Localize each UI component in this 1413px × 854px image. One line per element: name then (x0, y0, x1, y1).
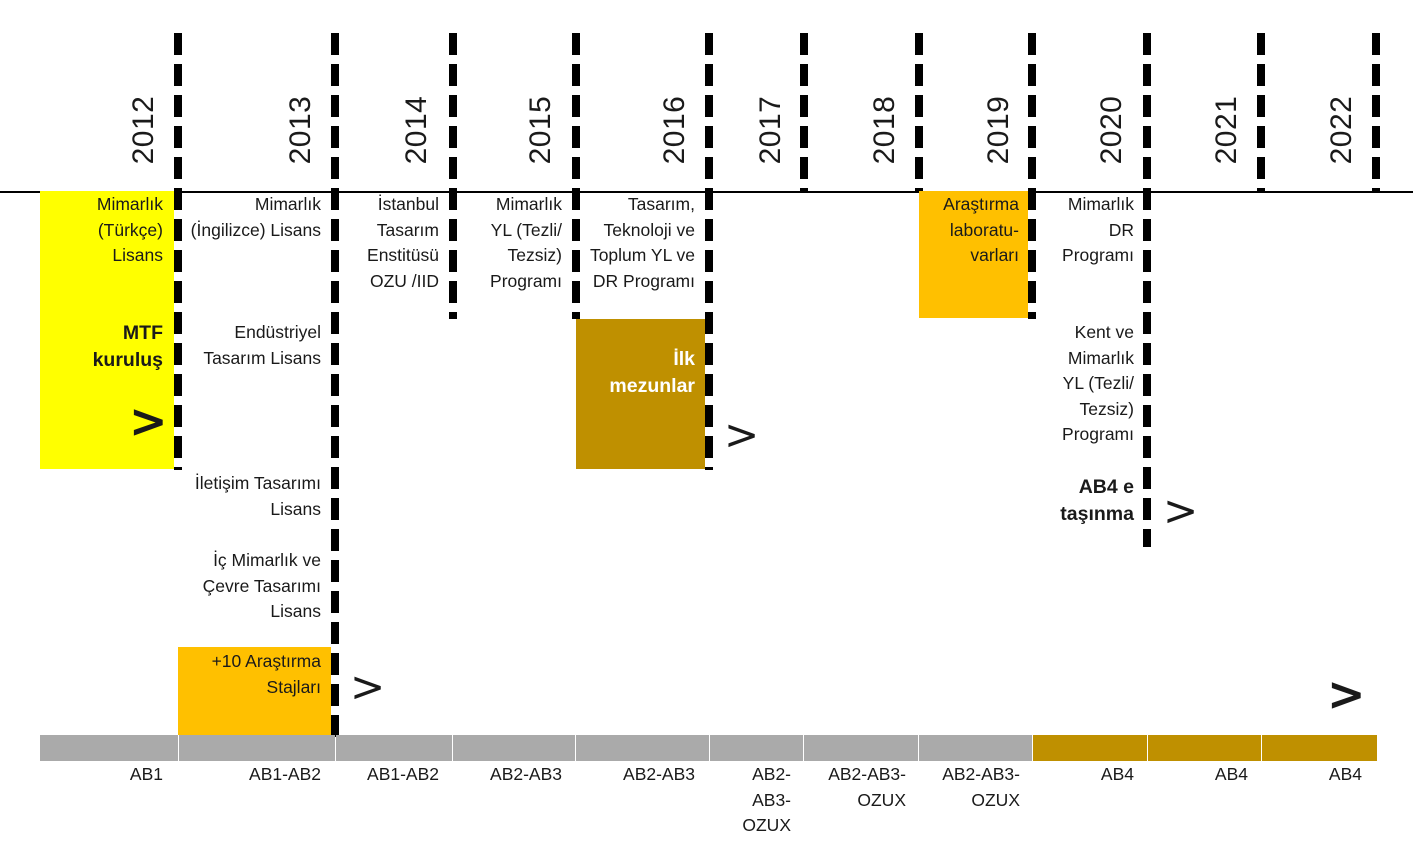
chevron-right-icon: > (1327, 667, 1366, 721)
year-label-2013: 2013 (284, 95, 317, 165)
dashed-divider-2015 (572, 33, 580, 319)
building-label-2022: AB4 (1328, 764, 1362, 784)
year-label-2017: 2017 (754, 95, 787, 165)
event-2016-first-graduates: İlk mezunlar (609, 348, 695, 397)
event-2020-urban-masters: Kent ve Mimarlık YL (Tezli/ Tezsiz) Prog… (1062, 322, 1134, 444)
year-label-2018: 2018 (868, 95, 901, 165)
box-2013-internships (178, 647, 331, 735)
dashed-divider-2014 (449, 33, 457, 319)
chevron-right-icon: > (1163, 486, 1199, 535)
building-bar-2017 (710, 735, 803, 761)
event-2013-interior-architecture: İç Mimarlık ve Çevre Tasarımı Lisans (202, 550, 321, 621)
year-label-2014: 2014 (400, 95, 433, 165)
building-label-2015: AB2-AB3 (490, 764, 562, 784)
event-2020-phd: Mimarlık DR Programı (1062, 194, 1134, 265)
building-bar-2013 (179, 735, 335, 761)
building-label-2014: AB1-AB2 (367, 764, 439, 784)
building-label-2020: AB4 (1100, 764, 1134, 784)
event-2013-communication-design: İletişim Tasarımı Lisans (194, 473, 321, 519)
building-bar-2020 (1033, 735, 1147, 761)
dashed-divider-2022 (1372, 33, 1380, 191)
chevron-right-icon: > (724, 410, 760, 459)
event-2019-labs: Araştırma laboratu- varları (943, 194, 1019, 265)
dashed-divider-2013 (331, 33, 339, 737)
building-label-2013: AB1-AB2 (249, 764, 321, 784)
building-bar-2016 (576, 735, 709, 761)
building-label-2018: AB2-AB3-OZUX (828, 764, 906, 810)
dashed-divider-2020 (1143, 33, 1151, 547)
building-bar-2012 (40, 735, 178, 761)
year-label-2015: 2015 (524, 95, 557, 165)
building-bar-2019 (919, 735, 1032, 761)
year-label-2012: 2012 (127, 95, 160, 165)
dashed-divider-2017 (800, 33, 808, 191)
dashed-divider-2018 (915, 33, 923, 191)
dashed-divider-2019 (1028, 33, 1036, 319)
year-label-2021: 2021 (1210, 95, 1243, 165)
building-bar-2018 (804, 735, 918, 761)
year-label-2016: 2016 (658, 95, 691, 165)
box-2016-graduates (576, 319, 705, 469)
year-label-2020: 2020 (1095, 95, 1128, 165)
building-label-2017: AB2-AB3-OZUX (742, 764, 791, 835)
event-2012-milestone: MTF kuruluş (92, 322, 163, 371)
event-2020-move-ab4: AB4 e taşınma (1060, 476, 1134, 525)
dashed-divider-2021 (1257, 33, 1265, 191)
building-label-2016: AB2-AB3 (623, 764, 695, 784)
box-2019-labs (919, 191, 1028, 318)
building-bar-2022 (1262, 735, 1377, 761)
building-label-2012: AB1 (129, 764, 163, 784)
event-2013-architecture-en: Mimarlık (İngilizce) Lisans (190, 194, 321, 240)
event-2015-masters: Mimarlık YL (Tezli/ Tezsiz) Programı (490, 194, 562, 291)
year-label-2019: 2019 (982, 95, 1015, 165)
building-bar-2015 (453, 735, 575, 761)
event-2013-internships: +10 Araştırma Stajları (211, 651, 321, 697)
building-bar-2014 (336, 735, 452, 761)
building-label-2021: AB4 (1214, 764, 1248, 784)
box-2012-founding (40, 191, 174, 469)
event-2013-industrial-design: Endüstriyel Tasarım Lisans (203, 322, 321, 368)
chevron-right-icon: > (350, 662, 386, 711)
building-bar-2021 (1148, 735, 1261, 761)
dashed-divider-2012 (174, 33, 182, 470)
year-label-2022: 2022 (1325, 95, 1358, 165)
building-label-2019: AB2-AB3-OZUX (942, 764, 1020, 810)
event-2016-ttt-programme: Tasarım, Teknoloji ve Toplum YL ve DR Pr… (589, 194, 695, 291)
event-2012-programme: Mimarlık (Türkçe) Lisans (96, 194, 163, 265)
event-2014-institute: İstanbul Tasarım Enstitüsü OZU /IID (367, 194, 439, 291)
dashed-divider-2016 (705, 33, 713, 470)
chevron-right-icon: > (129, 394, 168, 448)
